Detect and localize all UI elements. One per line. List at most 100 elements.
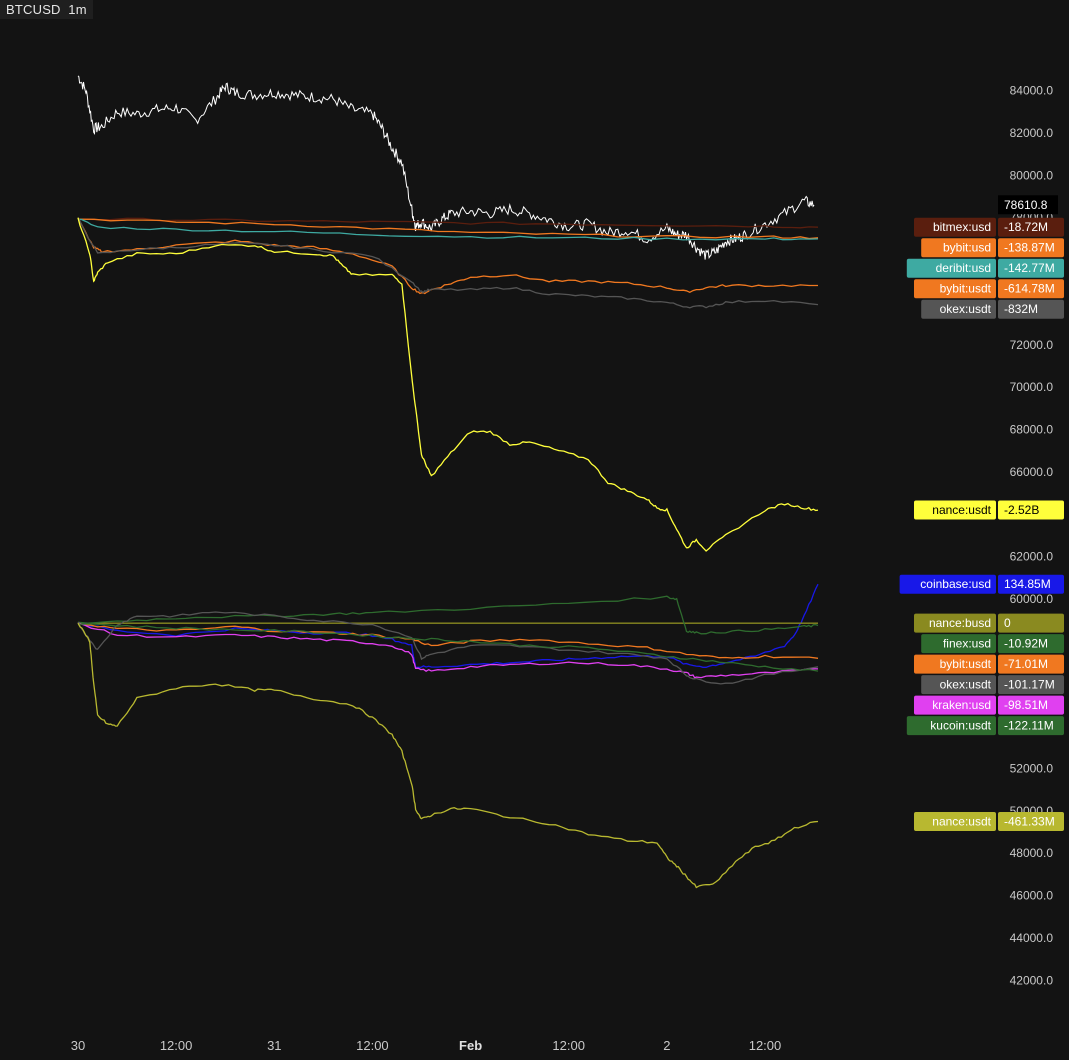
symbol-name: BTCUSD xyxy=(6,2,61,17)
series-tag-bybit-usdt: bybit:usdt -71.01M xyxy=(914,654,1064,674)
tag-label-bg xyxy=(914,811,996,831)
series-tag-deribit-usd: deribit:usd -142.77M xyxy=(906,258,1064,278)
tag-label-bg xyxy=(914,217,996,237)
x-tick-label: 12:00 xyxy=(749,1038,782,1053)
tag-value-bg xyxy=(998,238,1064,258)
y-tick-label: 82000.0 xyxy=(1010,126,1054,140)
tag-label-text: okex:usdt xyxy=(940,302,992,316)
y-tick-label: 60000.0 xyxy=(1010,592,1054,606)
tag-value-text: -2.52B xyxy=(1004,503,1039,517)
x-tick-label: 12:00 xyxy=(552,1038,585,1053)
tag-value-bg xyxy=(998,500,1064,520)
y-tick-label: 80000.0 xyxy=(1010,168,1054,182)
tag-value-text: -461.33M xyxy=(1004,814,1055,828)
x-axis[interactable]: 30 12:00 31 12:00 Feb 12:00 2 12:00 xyxy=(71,1038,782,1053)
tag-label-text: coinbase:usd xyxy=(920,577,991,591)
y-tick-label: 68000.0 xyxy=(1010,423,1054,437)
tag-label-text: bybit:usdt xyxy=(940,282,992,296)
tag-value-text: 134.85M xyxy=(1004,577,1051,591)
tag-value-text: -71.01M xyxy=(1004,657,1048,671)
tag-value-text: -138.87M xyxy=(1004,241,1055,255)
series-tag-nance-usdt: nance:usdt -2.52B xyxy=(914,500,1064,520)
tag-value-text: -18.72M xyxy=(1004,220,1048,234)
series-tag-kraken-usd: kraken:usd -98.51M xyxy=(914,695,1064,715)
bottom-line-okex-usdt xyxy=(77,611,819,685)
tag-label-bg xyxy=(914,279,996,299)
y-tick-label: 42000.0 xyxy=(1010,973,1054,987)
bottom-line-finex-usd xyxy=(77,595,819,635)
top-line-nance-usdt xyxy=(77,217,819,552)
tag-value-text: -122.11M xyxy=(1004,719,1054,733)
y-tick-label: 72000.0 xyxy=(1010,338,1054,352)
tag-value-text: -101.17M xyxy=(1004,678,1055,692)
tag-value-text: -142.77M xyxy=(1004,261,1055,275)
y-tick-label: 84000.0 xyxy=(1010,84,1054,98)
tag-value-bg xyxy=(998,695,1064,715)
tag-label-bg xyxy=(914,500,996,520)
tag-value-text: -832M xyxy=(1004,302,1038,316)
tag-value-bg xyxy=(998,217,1064,237)
top-line-okex-usdt xyxy=(77,217,819,309)
tag-value-bg xyxy=(998,716,1064,736)
tag-value-bg xyxy=(998,675,1064,695)
tag-label-bg xyxy=(906,258,996,278)
tag-label-bg xyxy=(921,675,996,695)
series-tags: 78610.8 bitmex:usd -18.72M bybit:usd -138.87… xyxy=(899,195,1064,831)
tag-value-bg xyxy=(998,258,1064,278)
series-tag-bybit-usd: bybit:usd -138.87M xyxy=(921,238,1064,258)
series-tag-finex-usd: finex:usd -10.92M xyxy=(921,634,1064,654)
series-tag-okex-usdt: okex:usdt -832M xyxy=(921,299,1064,319)
top-line-bitmex-usd xyxy=(77,217,819,229)
price-last-text: 78610.8 xyxy=(1004,198,1048,212)
y-tick-label: 46000.0 xyxy=(1010,889,1054,903)
price-last-tag: 78610.8 xyxy=(998,195,1058,215)
bottom-line-bybit-usdt xyxy=(77,622,819,659)
y-axis[interactable]: 84000.082000.080000.078000.072000.070000… xyxy=(1010,84,1054,988)
tag-label-bg xyxy=(906,716,996,736)
tag-label-bg xyxy=(921,238,996,258)
top-line-deribit-usd xyxy=(77,218,819,241)
tag-label-bg xyxy=(899,574,996,594)
x-tick-label: Feb xyxy=(459,1038,482,1053)
series-tag-nance-busd: nance:busd 0 xyxy=(914,613,1064,633)
tag-label-bg xyxy=(914,695,996,715)
tag-label-text: nance:busd xyxy=(929,616,991,630)
tag-value-text: -98.51M xyxy=(1004,698,1048,712)
y-tick-label: 44000.0 xyxy=(1010,931,1054,945)
interval-label: 1m xyxy=(68,2,87,17)
tag-value-bg xyxy=(998,574,1064,594)
tag-label-bg xyxy=(921,299,996,319)
y-tick-label: 52000.0 xyxy=(1010,762,1054,776)
tag-value-bg xyxy=(998,654,1064,674)
price-last-bg xyxy=(998,195,1058,215)
tag-label-bg xyxy=(914,654,996,674)
tag-value-text: -614.78M xyxy=(1004,282,1055,296)
tag-label-text: finex:usd xyxy=(943,637,991,651)
x-tick-label: 31 xyxy=(267,1038,281,1053)
series-tag-kucoin-usdt: kucoin:usdt -122.11M xyxy=(906,716,1064,736)
tag-label-text: kucoin:usdt xyxy=(930,719,991,733)
tag-label-text: kraken:usd xyxy=(932,698,991,712)
y-tick-label: 48000.0 xyxy=(1010,846,1054,860)
series-tag-bybit-usdt: bybit:usdt -614.78M xyxy=(914,279,1064,299)
y-tick-label: 70000.0 xyxy=(1010,380,1054,394)
tag-label-text: bitmex:usd xyxy=(933,220,991,234)
tag-value-bg xyxy=(998,279,1064,299)
tag-value-bg xyxy=(998,811,1064,831)
series-tag-coinbase-usd: coinbase:usd 134.85M xyxy=(899,574,1064,594)
series-layer xyxy=(77,75,819,889)
top-line-bybit-usd xyxy=(77,218,819,240)
tag-value-bg xyxy=(998,613,1064,633)
series-tag-bitmex-usd: bitmex:usd -18.72M xyxy=(914,217,1064,237)
bottom-line-nance-usdt xyxy=(77,622,819,889)
tag-label-bg xyxy=(921,634,996,654)
tag-label-text: bybit:usdt xyxy=(940,657,992,671)
tag-label-text: deribit:usd xyxy=(936,261,991,275)
symbol-label[interactable]: BTCUSD 1m xyxy=(0,0,93,19)
tag-label-text: bybit:usd xyxy=(943,241,991,255)
tag-label-text: nance:usdt xyxy=(932,814,991,828)
x-tick-label: 2 xyxy=(663,1038,670,1053)
series-tag-nance-usdt: nance:usdt -461.33M xyxy=(914,811,1064,831)
